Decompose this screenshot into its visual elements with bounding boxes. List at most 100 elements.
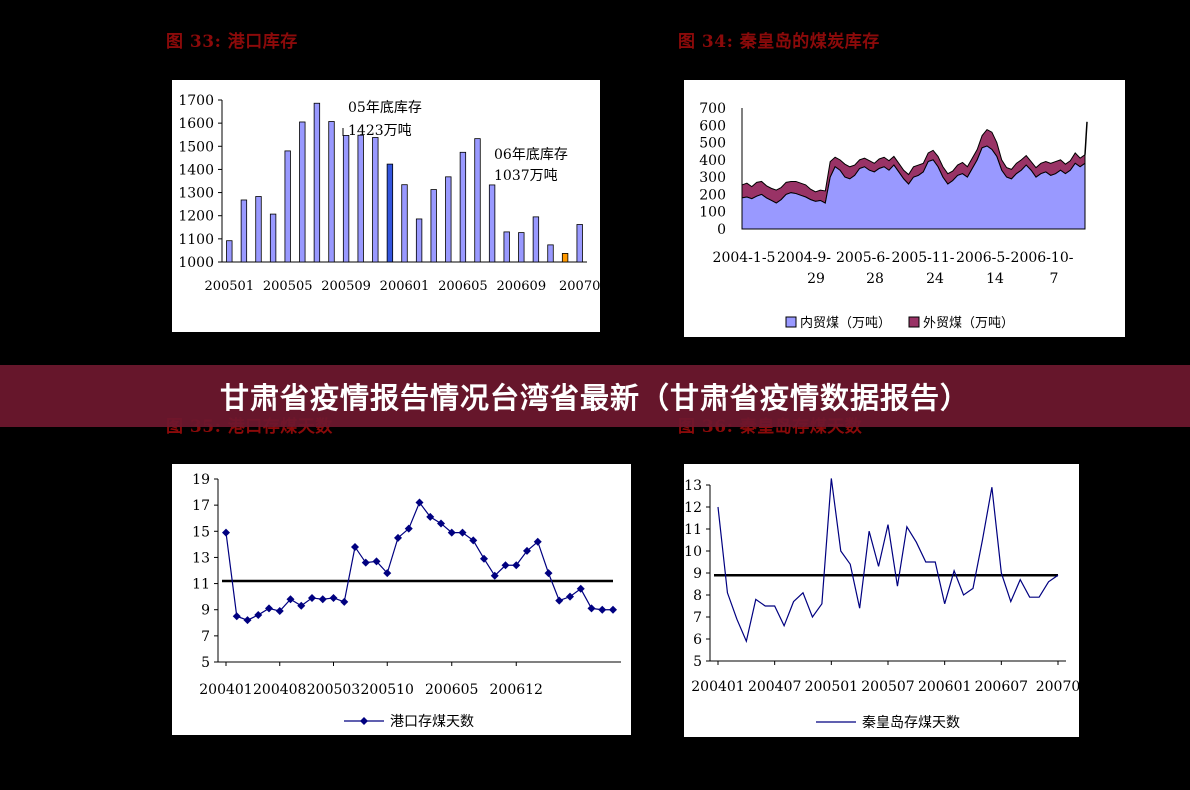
y-tick-label: 1300 — [178, 186, 214, 202]
x-tick-label-2: 29 — [807, 271, 825, 287]
bar — [503, 231, 510, 263]
data-point — [523, 546, 531, 555]
x-tick-label: 20070 — [1036, 679, 1079, 695]
bar — [299, 121, 306, 263]
data-point — [265, 604, 273, 613]
legend-marker — [360, 717, 368, 725]
y-tick-label: 5 — [201, 655, 210, 671]
legend-label: 港口存煤天数 — [390, 714, 474, 730]
data-point — [308, 593, 316, 602]
data-point — [404, 524, 413, 533]
bar — [357, 134, 364, 263]
qhd-inventory-panel: 0 100 200 300 400 500 600 700 2004-1-5 2004-9- 29 2… — [684, 80, 1125, 337]
x-tick-label: 200401 — [691, 679, 744, 695]
y-tick-label: 12 — [684, 500, 702, 516]
y-tick-label: 9 — [693, 566, 702, 582]
legend-swatch-domestic — [785, 316, 797, 328]
x-tick-label: 200510 — [361, 682, 414, 698]
y-tick-label: 11 — [192, 577, 210, 593]
y-tick-label: 500 — [699, 136, 726, 152]
y-tick-label: 1700 — [178, 93, 214, 109]
port-inventory-bar-chart: 1000 1100 1200 1300 1400 1500 1600 1700 200501 20… — [178, 93, 600, 294]
data-point — [533, 537, 542, 546]
y-tick-label: 0 — [717, 222, 726, 238]
y-tick-label: 10 — [684, 544, 702, 560]
x-tick-label-2: 14 — [986, 271, 1004, 287]
data-point — [437, 519, 445, 528]
data-point — [544, 569, 553, 578]
bar — [386, 163, 394, 263]
annotation-06-line2: 1037万吨 — [494, 168, 558, 184]
bar — [430, 189, 437, 263]
y-tick-label: 1200 — [178, 209, 214, 225]
bar — [240, 199, 248, 263]
chart-title-33: 图 33: 港口库存 — [166, 32, 298, 52]
x-tick-label: 200605 — [438, 279, 488, 294]
y-tick-label: 8 — [693, 588, 702, 604]
y-tick-label: 1500 — [178, 139, 214, 155]
x-tick-label: 20070 — [559, 279, 600, 294]
headline-banner: 甘肃省疫情报告情况台湾省最新（甘肃省疫情数据报告） — [0, 365, 1190, 427]
x-tick-label: 2005-6- — [836, 250, 890, 266]
bar — [328, 121, 335, 263]
bar — [547, 244, 554, 263]
data-point — [598, 605, 607, 614]
data-point — [383, 569, 392, 578]
x-tick-label: 200609 — [496, 279, 546, 294]
data-point — [243, 616, 252, 625]
x-tick-label: 2005-11- — [892, 250, 955, 266]
x-tick-label: 200501 — [805, 679, 858, 695]
data-point — [480, 554, 488, 563]
x-tick-label-2: 24 — [926, 271, 944, 287]
y-tick-label: 9 — [201, 603, 210, 619]
x-tick-label: 200509 — [321, 279, 371, 294]
y-tick-label: 1600 — [178, 116, 214, 132]
x-tick-label: 200408 — [253, 682, 306, 698]
legend-label: 秦皇岛存煤天数 — [862, 715, 960, 731]
x-tick-label-2: 28 — [866, 271, 884, 287]
chart-title-34: 图 34: 秦皇岛的煤炭库存 — [678, 32, 880, 52]
series-line — [225, 501, 613, 621]
data-point — [361, 558, 370, 567]
series-end-spike — [1084, 121, 1088, 155]
data-point — [555, 596, 564, 605]
port-days-panel: 5 7 9 11 13 15 17 19 200401 200408 200503 200510 200… — [172, 464, 631, 735]
x-tick-label-2: 7 — [1050, 271, 1059, 287]
y-tick-label: 13 — [684, 478, 702, 494]
y-tick-label: 300 — [699, 170, 726, 186]
bar — [284, 150, 291, 263]
data-point — [340, 597, 349, 606]
data-point — [222, 528, 230, 537]
y-tick-label: 7 — [201, 629, 210, 645]
series-line — [717, 478, 1059, 644]
x-tick-label: 200507 — [861, 679, 914, 695]
y-tick-label: 19 — [192, 472, 210, 488]
x-tick-label: 200612 — [490, 682, 543, 698]
y-tick-label: 700 — [699, 101, 726, 117]
x-tick-label: 2004-1-5 — [713, 250, 776, 266]
data-point — [394, 533, 402, 542]
data-point — [609, 605, 617, 614]
bar — [226, 240, 233, 263]
data-point — [426, 512, 435, 521]
legend-label-foreign: 外贸煤（万吨） — [923, 316, 1014, 331]
y-tick-label: 600 — [699, 118, 726, 134]
x-tick-label: 200601 — [380, 279, 430, 294]
data-point — [275, 607, 284, 616]
data-point — [501, 561, 510, 570]
port-days-line-chart: 5 7 9 11 13 15 17 19 200401 200408 200503 200510 200… — [192, 472, 621, 730]
bar — [269, 213, 277, 263]
data-point — [372, 557, 381, 566]
headline-text: 甘肃省疫情报告情况台湾省最新（甘肃省疫情数据报告） — [219, 381, 970, 415]
bar — [576, 224, 583, 263]
y-tick-label: 1100 — [178, 232, 214, 248]
data-point — [232, 612, 241, 621]
annotation-05-line1: 05年底库存 — [348, 100, 422, 116]
y-tick-label: 200 — [699, 187, 726, 203]
bar — [313, 102, 321, 263]
bar — [372, 137, 379, 263]
annotation-05-line2: 1423万吨 — [348, 123, 412, 139]
data-point — [490, 571, 499, 580]
y-tick-label: 7 — [693, 610, 702, 626]
